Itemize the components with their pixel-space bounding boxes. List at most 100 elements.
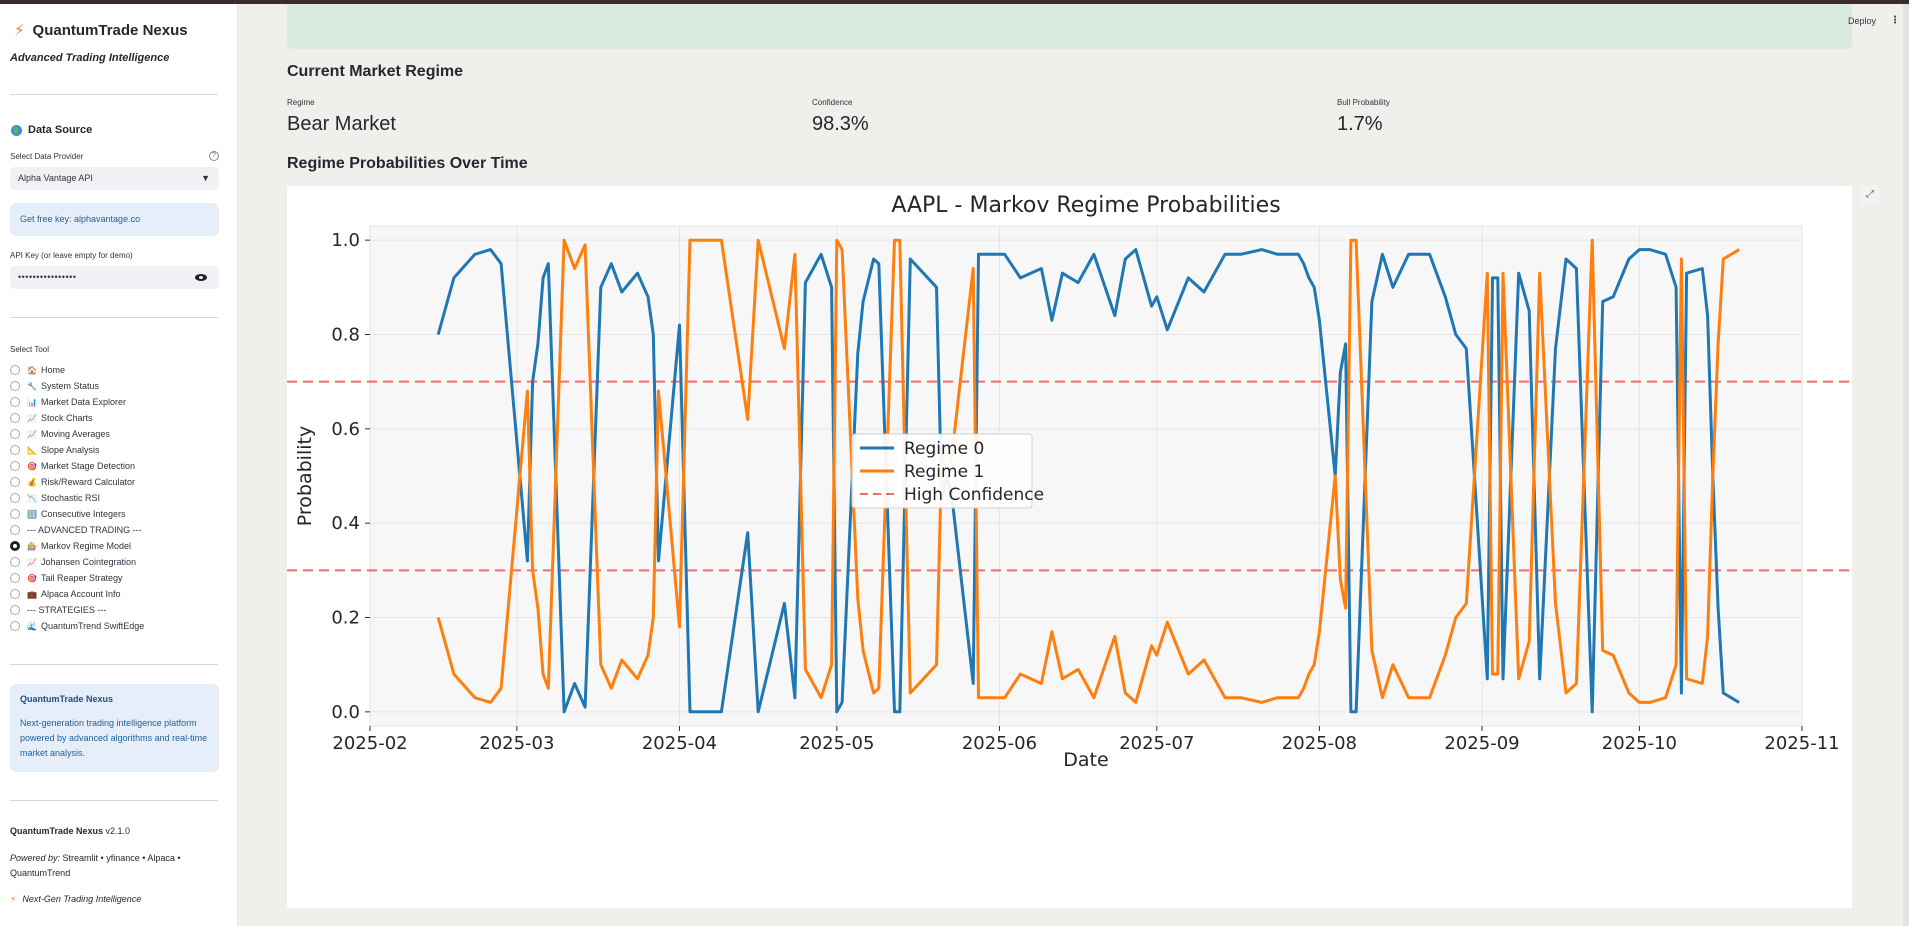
free-key-info: Get free key: alphavantage.co [10, 203, 219, 236]
plot-area [369, 225, 1803, 727]
radio-icon[interactable] [10, 365, 20, 375]
tool-option[interactable]: --- STRATEGIES --- [10, 602, 144, 618]
version-name: QuantumTrade Nexus [10, 826, 104, 836]
api-key-value: •••••••••••••••• [18, 272, 77, 282]
chart-title: AAPL - Markov Regime Probabilities [891, 193, 1280, 218]
main-scrollbar[interactable] [1903, 4, 1909, 926]
chart-container: 2025-02 2025-03 2025-04 2025-05 2025-06 2025-… [287, 186, 1852, 908]
legend-item-regime-1: Regime 1 [904, 462, 984, 482]
tool-icon: 🎰 [27, 541, 37, 551]
radio-icon[interactable] [10, 621, 20, 631]
tool-option[interactable]: 🎰 Markov Regime Model [10, 538, 144, 554]
deploy-button[interactable]: Deploy [1848, 16, 1877, 26]
y-tick-label: 0.4 [331, 513, 360, 534]
tool-label: Select Tool [10, 345, 49, 354]
app-brand: ⚡ QuantumTrade Nexus [14, 21, 188, 40]
tool-icon: 🎯 [27, 573, 37, 583]
tool-option[interactable]: 📉 Stochastic RSI [10, 490, 144, 506]
api-key-input[interactable]: •••••••••••••••• [10, 266, 219, 289]
tool-option[interactable]: 🔢 Consecutive Integers [10, 506, 144, 522]
version-number: v2.1.0 [105, 826, 131, 836]
success-alert [287, 4, 1852, 49]
tool-option-label: Market Stage Detection [41, 461, 136, 471]
tool-option[interactable]: 💼 Alpaca Account Info [10, 586, 144, 602]
tool-icon: 📐 [27, 445, 37, 455]
tool-option[interactable]: 💰 Risk/Reward Calculator [10, 474, 144, 490]
tool-option[interactable]: 🌊 QuantumTrend SwiftEdge [10, 618, 144, 634]
tool-icon: 📈 [27, 413, 37, 423]
metric-bull-probability: Bull Probability 1.7% [1337, 98, 1390, 136]
radio-icon[interactable] [10, 381, 20, 391]
tool-option-label: Slope Analysis [41, 445, 100, 455]
legend-box [851, 433, 1033, 509]
tool-option-label: Consecutive Integers [41, 509, 126, 519]
powered-by-label: Powered by: [10, 853, 61, 863]
legend-item-high-confidence: High Confidence [904, 485, 1044, 505]
tool-option[interactable]: 📈 Moving Averages [10, 426, 144, 442]
metric-confidence: Confidence 98.3% [812, 98, 869, 136]
tool-option[interactable]: 🔧 System Status [10, 378, 144, 394]
chevron-down-icon: ▼ [201, 173, 210, 183]
radio-icon[interactable] [10, 493, 20, 503]
radio-icon[interactable] [10, 589, 20, 599]
radio-icon[interactable] [10, 461, 20, 471]
tool-option-label: Stock Charts [41, 413, 93, 423]
radio-icon[interactable] [10, 429, 20, 439]
main-menu-icon[interactable]: ⋮ [1890, 15, 1900, 26]
tool-icon: 📈 [27, 557, 37, 567]
tool-option[interactable]: --- ADVANCED TRADING --- [10, 522, 144, 538]
y-tick-label: 0.2 [331, 608, 360, 629]
lightning-icon: ⚡ [14, 22, 25, 39]
y-axis-label: Probability [294, 426, 316, 526]
metric-regime: Regime Bear Market [287, 98, 396, 136]
tool-option-label: Stochastic RSI [41, 493, 101, 503]
y-tick-label: 1.0 [331, 230, 360, 251]
api-key-label: API Key (or leave empty for demo) [10, 251, 133, 260]
tool-option[interactable]: 📈 Johansen Cointegration [10, 554, 144, 570]
sidebar-divider [10, 664, 218, 665]
version-line: QuantumTrade Nexus v2.1.0 [10, 826, 130, 836]
radio-icon[interactable] [10, 445, 20, 455]
tool-option-label: Tail Reaper Strategy [41, 573, 123, 583]
x-tick-label: 2025-09 [1444, 733, 1519, 754]
metric-value: Bear Market [287, 113, 396, 135]
radio-selected-icon[interactable] [10, 541, 20, 551]
radio-icon[interactable] [10, 413, 20, 423]
sidebar-divider [10, 800, 218, 801]
radio-icon[interactable] [10, 557, 20, 567]
tool-icon: 💼 [27, 589, 37, 599]
metric-value: 98.3% [812, 113, 869, 135]
help-icon[interactable]: ? [209, 151, 219, 161]
tool-option-label: Johansen Cointegration [41, 557, 137, 567]
tool-icon: 📈 [27, 429, 37, 439]
tool-option-label: Market Data Explorer [41, 397, 127, 407]
powered-by: Powered by: Streamlit • yfinance • Alpac… [10, 851, 210, 881]
tool-option[interactable]: 🎯 Market Stage Detection [10, 458, 144, 474]
tool-option[interactable]: 🎯 Tail Reaper Strategy [10, 570, 144, 586]
radio-icon[interactable] [10, 573, 20, 583]
tool-option[interactable]: 📊 Market Data Explorer [10, 394, 144, 410]
x-tick-label: 2025-11 [1764, 733, 1839, 754]
sidebar-footer-text: Next-Gen Trading Intelligence [22, 894, 142, 904]
sidebar: ⚡ QuantumTrade Nexus Advanced Trading In… [0, 4, 238, 926]
tool-option-label: --- STRATEGIES --- [27, 605, 107, 615]
radio-icon[interactable] [10, 525, 20, 535]
tool-option[interactable]: 📐 Slope Analysis [10, 442, 144, 458]
tool-option[interactable]: 🏠 Home [10, 362, 144, 378]
tool-icon: 💰 [27, 477, 37, 487]
tool-option-label: Home [41, 365, 66, 375]
radio-icon[interactable] [10, 509, 20, 519]
y-tick-label: 0.0 [331, 702, 360, 723]
x-axis-label: Date [1063, 749, 1108, 771]
radio-icon[interactable] [10, 605, 20, 615]
fullscreen-icon[interactable]: ⤢ [1860, 185, 1880, 205]
show-password-icon[interactable] [195, 274, 207, 281]
radio-icon[interactable] [10, 477, 20, 487]
provider-select-value: Alpha Vantage API [18, 173, 93, 183]
metric-value: 1.7% [1337, 113, 1383, 135]
radio-icon[interactable] [10, 397, 20, 407]
provider-select[interactable]: Alpha Vantage API ▼ [10, 167, 219, 190]
tool-icon: 📊 [27, 397, 37, 407]
x-tick-label: 2025-04 [642, 733, 717, 754]
tool-option[interactable]: 📈 Stock Charts [10, 410, 144, 426]
